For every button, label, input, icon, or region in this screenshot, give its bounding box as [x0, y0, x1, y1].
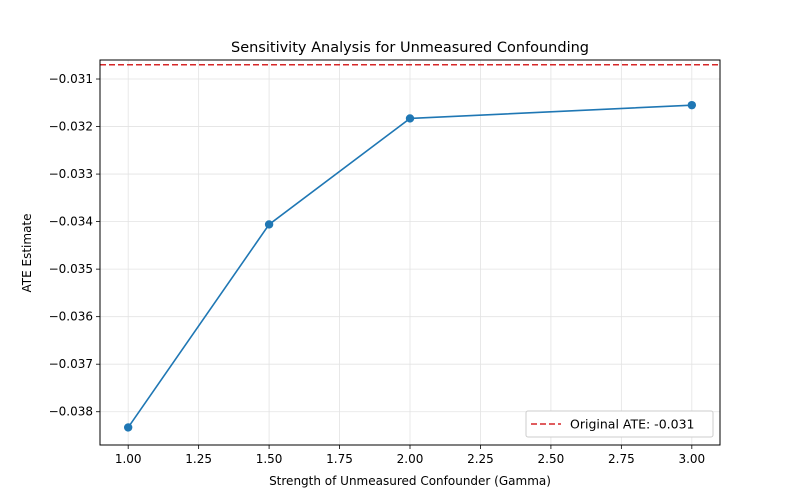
y-tick-label: −0.036: [49, 310, 93, 324]
legend: Original ATE: -0.031: [525, 410, 714, 438]
y-tick-label: −0.038: [49, 405, 93, 419]
x-tick-label: 2.75: [608, 452, 635, 466]
y-tick-label: −0.031: [49, 72, 93, 86]
x-tick-label: 3.00: [678, 452, 705, 466]
y-tick-label: −0.035: [49, 262, 93, 276]
data-point: [687, 100, 697, 110]
y-tick-label: −0.032: [49, 120, 93, 134]
x-tick-label: 1.25: [185, 452, 212, 466]
x-tick-label: 2.25: [467, 452, 494, 466]
x-tick-label: 2.50: [538, 452, 565, 466]
y-axis-label: ATE Estimate: [20, 213, 34, 292]
x-tick-label: 2.00: [397, 452, 424, 466]
chart-title: Sensitivity Analysis for Unmeasured Conf…: [231, 40, 589, 56]
grid-layer: [100, 60, 720, 445]
y-tick-label: −0.034: [49, 215, 93, 229]
x-tick-label: 1.75: [326, 452, 353, 466]
series-line: [127, 104, 692, 428]
legend-box: [525, 410, 714, 438]
x-tick-label: 1.00: [115, 452, 142, 466]
y-tick-label: −0.037: [49, 357, 93, 371]
legend-label-original-ate: Original ATE: -0.031: [570, 417, 694, 432]
data-point: [123, 423, 133, 432]
y-tick-label: −0.033: [49, 167, 93, 181]
x-tick-label: 1.50: [256, 452, 283, 466]
data-point: [405, 114, 415, 123]
x-axis-label: Strength of Unmeasured Confounder (Gamma…: [269, 474, 551, 488]
tick-layer: 1.00 1.25 1.50 1.75 2.00 2.25 2.50 2.75 3.00 −0.0…: [49, 72, 706, 466]
data-point: [264, 220, 274, 229]
series-layer: [123, 100, 697, 432]
